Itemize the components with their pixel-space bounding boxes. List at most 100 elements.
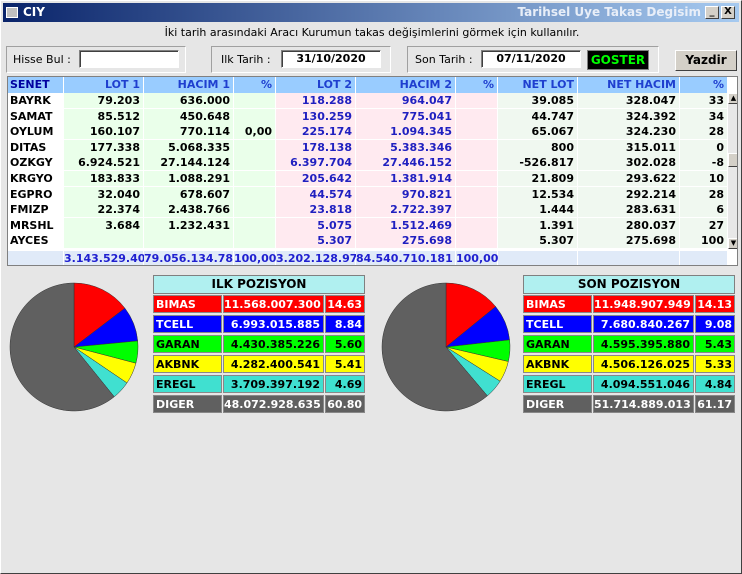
cell-pct3: 27 bbox=[680, 217, 728, 233]
position-pct: 4.84 bbox=[695, 375, 735, 393]
table-row[interactable]: EGPRO 32.040 678.607 44.574 970.821 12.534 292… bbox=[8, 186, 737, 202]
table-row[interactable]: MRSHL 3.684 1.232.431 5.075 1.512.469 1.391 28… bbox=[8, 217, 737, 233]
col-header-hacim1[interactable]: HACIM 1 bbox=[144, 77, 234, 93]
ilk-tarih-label: Ilk Tarih : bbox=[221, 53, 271, 66]
cell-pct2 bbox=[456, 139, 498, 155]
yazdir-button[interactable]: Yazdir bbox=[675, 50, 737, 71]
cell-pct2 bbox=[456, 233, 498, 249]
minimize-button[interactable]: _ bbox=[705, 6, 719, 19]
cell-lot1: 32.040 bbox=[64, 186, 144, 202]
cell-nethacim: 315.011 bbox=[578, 139, 680, 155]
cell-pct3: 34 bbox=[680, 108, 728, 124]
ilk-pozisyon-pie bbox=[9, 282, 139, 412]
position-row-garan: GARAN 4.595.395.880 5.43 bbox=[523, 335, 735, 353]
col-header-lot1[interactable]: LOT 1 bbox=[64, 77, 144, 93]
col-header-hacim2[interactable]: HACIM 2 bbox=[356, 77, 456, 93]
cell-lot1: 183.833 bbox=[64, 171, 144, 186]
pie-slice-bimas bbox=[445, 282, 497, 348]
table-row[interactable]: OZKGY 6.924.521 27.144.124 6.397.704 27.446.… bbox=[8, 155, 737, 171]
cell-hacim1: 678.607 bbox=[144, 186, 234, 202]
takas-table[interactable]: BAYRK 79.203 636.000 118.288 964.047 39.085 32… bbox=[7, 76, 738, 266]
cell-pct1: 0,00 bbox=[234, 124, 276, 140]
cell-hacim1: 1.232.431 bbox=[144, 217, 234, 233]
col-header-pct1[interactable]: % bbox=[234, 77, 276, 93]
col-header-nethacim[interactable]: NET HACIM bbox=[578, 77, 680, 93]
cell-lot1: 85.512 bbox=[64, 108, 144, 124]
position-name: BIMAS bbox=[523, 295, 592, 313]
col-header-pct3[interactable]: % bbox=[680, 77, 728, 93]
cell-lot2: 5.075 bbox=[276, 217, 356, 233]
cell-pct3: -8 bbox=[680, 155, 728, 171]
table-row[interactable]: SAMAT 85.512 450.648 130.259 775.041 44.747 32… bbox=[8, 108, 737, 124]
cell-lot1: 160.107 bbox=[64, 124, 144, 140]
position-value: 4.506.126.025 bbox=[593, 355, 694, 373]
position-pct: 5.43 bbox=[695, 335, 735, 353]
position-value: 51.714.889.013 bbox=[593, 395, 694, 413]
cell-netlot: 1.444 bbox=[498, 202, 578, 218]
cell-pct1: 100,00 bbox=[234, 251, 277, 265]
son-tarih-input[interactable]: 07/11/2020 bbox=[481, 50, 581, 68]
col-header-lot2[interactable]: LOT 2 bbox=[276, 77, 356, 93]
position-value: 6.993.015.885 bbox=[223, 315, 324, 333]
cell-nethacim: 280.037 bbox=[578, 217, 680, 233]
cell-lot2: 130.259 bbox=[276, 108, 356, 124]
cell-senet: KRGYO bbox=[8, 171, 64, 186]
position-row-akbnk: AKBNK 4.506.126.025 5.33 bbox=[523, 355, 735, 373]
position-value: 48.072.928.635 bbox=[223, 395, 324, 413]
table-row[interactable]: BAYRK 79.203 636.000 118.288 964.047 39.085 32… bbox=[8, 93, 737, 108]
cell-netlot: 39.085 bbox=[498, 93, 578, 108]
cell-senet bbox=[8, 251, 64, 265]
cell-lot1: 22.374 bbox=[64, 202, 144, 218]
table-scrollbar[interactable]: ▲ ▼ bbox=[728, 93, 737, 249]
position-name: GARAN bbox=[153, 335, 222, 353]
cell-netlot: 12.534 bbox=[498, 186, 578, 202]
col-header-senet[interactable]: SENET bbox=[8, 77, 64, 93]
table-row[interactable]: AYCES 5.307 275.698 5.307 275.698 100 bbox=[8, 233, 737, 249]
cell-lot2: 205.642 bbox=[276, 171, 356, 186]
table-row[interactable]: KRGYO 183.833 1.088.291 205.642 1.381.914 21.… bbox=[8, 171, 737, 186]
cell-pct2 bbox=[456, 202, 498, 218]
close-button[interactable]: X bbox=[721, 6, 735, 19]
position-name: EREGL bbox=[153, 375, 222, 393]
cell-hacim1: 79.056.134.782 bbox=[144, 251, 241, 265]
cell-lot1: 3.684 bbox=[64, 217, 144, 233]
cell-netlot: 65.067 bbox=[498, 124, 578, 140]
scroll-up-icon[interactable]: ▲ bbox=[728, 93, 737, 104]
cell-pct2 bbox=[456, 186, 498, 202]
pie-slice-bimas bbox=[73, 282, 126, 348]
ilk-pozisyon-title: ILK POZISYON bbox=[153, 275, 365, 294]
cell-pct1 bbox=[234, 155, 276, 171]
cell-nethacim: 292.214 bbox=[578, 186, 680, 202]
position-name: TCELL bbox=[153, 315, 222, 333]
position-name: AKBNK bbox=[153, 355, 222, 373]
goster-button[interactable]: GOSTER bbox=[587, 50, 649, 70]
title-bar[interactable]: CIY Tarihsel Uye Takas Degisim _ X bbox=[3, 3, 739, 22]
col-header-netlot[interactable]: NET LOT bbox=[498, 77, 578, 93]
scroll-thumb[interactable] bbox=[728, 153, 737, 167]
scroll-down-icon[interactable]: ▼ bbox=[728, 238, 737, 249]
cell-hacim2: 775.041 bbox=[356, 108, 456, 124]
ilk-tarih-input[interactable]: 31/10/2020 bbox=[281, 50, 381, 68]
table-row[interactable]: DITAS 177.338 5.068.335 178.138 5.383.346 800… bbox=[8, 139, 737, 155]
cell-hacim1: 5.068.335 bbox=[144, 139, 234, 155]
cell-pct2: 100,00 bbox=[456, 251, 499, 265]
cell-pct1 bbox=[234, 217, 276, 233]
table-row[interactable]: FMIZP 22.374 2.438.766 23.818 2.722.397 1.444… bbox=[8, 202, 737, 218]
cell-senet: FMIZP bbox=[8, 202, 64, 218]
cell-hacim2: 5.383.346 bbox=[356, 139, 456, 155]
cell-netlot: -526.817 bbox=[498, 155, 578, 171]
son-tarih-group bbox=[407, 46, 659, 73]
position-name: EREGL bbox=[523, 375, 592, 393]
app-icon bbox=[6, 7, 18, 18]
hisse-search-input[interactable] bbox=[79, 50, 179, 68]
cell-lot2: 23.818 bbox=[276, 202, 356, 218]
cell-netlot: 800 bbox=[498, 139, 578, 155]
cell-nethacim: 283.631 bbox=[578, 202, 680, 218]
cell-hacim2: 964.047 bbox=[356, 93, 456, 108]
cell-pct3: 6 bbox=[680, 202, 728, 218]
col-header-pct2[interactable]: % bbox=[456, 77, 498, 93]
position-pct: 8.84 bbox=[325, 315, 365, 333]
table-row[interactable]: OYLUM 160.107 770.114 0,00 225.174 1.094.345 6… bbox=[8, 124, 737, 140]
cell-pct1 bbox=[234, 233, 276, 249]
cell-lot2: 178.138 bbox=[276, 139, 356, 155]
